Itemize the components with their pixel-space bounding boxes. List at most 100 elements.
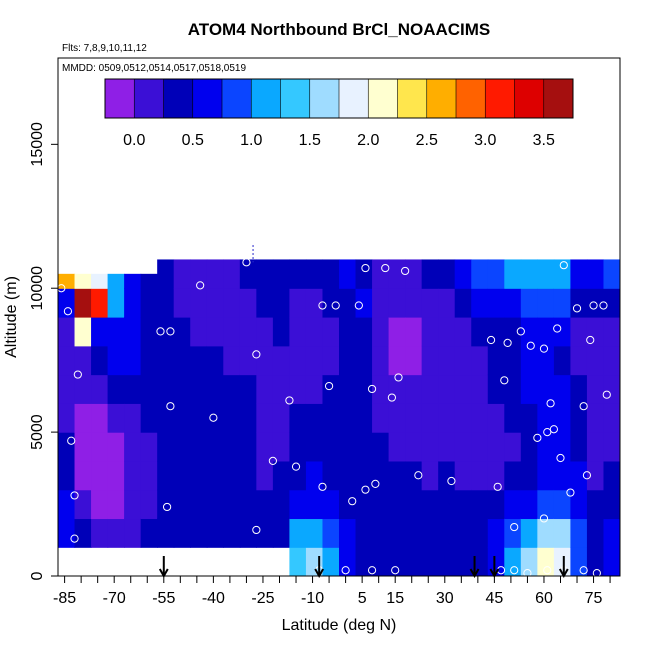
x-tick-label: 15 — [386, 590, 404, 607]
heatmap-cell — [570, 403, 588, 433]
heatmap-cell — [537, 460, 555, 491]
heatmap-cell — [570, 460, 588, 491]
heatmap-cell — [157, 403, 175, 433]
down-arrow-icon — [489, 556, 500, 579]
heatmap-cell — [239, 460, 257, 491]
heatmap-cell — [471, 489, 489, 520]
heatmap-cell — [140, 317, 158, 347]
heatmap-cell — [388, 489, 406, 520]
heatmap-cell — [107, 273, 125, 289]
heatmap-cell — [74, 432, 92, 462]
heatmap-cell — [405, 288, 423, 318]
heatmap-cell — [487, 317, 505, 347]
heatmap-cell — [190, 374, 208, 404]
heatmap-cell — [140, 374, 158, 404]
observation-point — [285, 396, 294, 405]
heatmap-cell — [487, 374, 505, 404]
heatmap-cell — [388, 518, 406, 548]
heatmap-cell — [454, 288, 472, 318]
heatmap-cell — [454, 345, 472, 376]
observation-point — [447, 476, 456, 486]
heatmap-cell — [586, 547, 605, 576]
heatmap-cell — [322, 547, 340, 576]
heatmap-cell — [239, 403, 257, 433]
heatmap-cell — [91, 288, 109, 318]
observation-point — [579, 566, 588, 575]
heatmap-cell — [620, 490, 637, 519]
colorbar-tick-label: 0.5 — [182, 132, 204, 149]
heatmap-cell — [438, 460, 456, 491]
heatmap-cell — [173, 259, 191, 289]
heatmap-cell — [74, 460, 92, 491]
heatmap-cell — [173, 317, 191, 347]
heatmap-cell — [586, 432, 605, 462]
colorbar-swatch — [368, 79, 398, 118]
heatmap-cell — [339, 345, 357, 376]
heatmap-cell — [520, 374, 538, 404]
observation-point — [143, 551, 152, 560]
observation-point — [381, 263, 390, 273]
observation-point — [546, 399, 555, 408]
heatmap-cell — [223, 317, 241, 347]
heatmap-cell — [603, 345, 620, 376]
heatmap-cell — [487, 259, 505, 289]
heatmap-cell — [355, 547, 373, 576]
heatmap-cell — [223, 345, 241, 376]
down-arrow-icon — [558, 556, 569, 579]
plot-frame — [57, 57, 621, 577]
heatmap-cell — [504, 489, 522, 520]
colorbar-swatch — [309, 79, 340, 118]
heatmap-cell — [388, 259, 406, 289]
heatmap-cell — [355, 432, 373, 462]
observation-point — [331, 301, 340, 310]
heatmap-cell — [91, 345, 109, 376]
heatmap-cell — [620, 346, 637, 375]
heatmap-cell — [586, 518, 605, 548]
heatmap-cell — [140, 273, 158, 289]
heatmap-cell — [190, 259, 208, 289]
heatmap-cell — [173, 432, 191, 462]
observation-point — [166, 327, 175, 336]
heatmap-cell — [239, 489, 257, 520]
heatmap-cell — [487, 432, 505, 462]
heatmap-cell — [289, 317, 307, 347]
heatmap-cell — [355, 317, 373, 347]
heatmap-cell — [272, 403, 291, 433]
observation-point — [67, 436, 76, 445]
x-tick-label: -70 — [103, 590, 126, 607]
heatmap-cell — [586, 460, 605, 491]
heatmap-cell — [339, 288, 357, 318]
heatmap-cell — [157, 288, 175, 318]
colorbar-swatch — [397, 79, 428, 118]
heatmap-cell — [471, 403, 489, 433]
heatmap-cell — [553, 489, 572, 520]
observation-point — [70, 491, 79, 500]
heatmap-cell — [124, 317, 142, 347]
heatmap-cell — [305, 489, 324, 520]
heatmap-cell — [586, 489, 605, 520]
heatmap-cell — [454, 374, 472, 404]
heatmap-cell — [157, 489, 175, 520]
heatmap-cell — [454, 547, 472, 576]
heatmap-cell — [173, 460, 191, 491]
observation-point — [500, 376, 509, 385]
heatmap-cell — [305, 374, 324, 404]
x-tick-label: -55 — [152, 590, 175, 607]
heatmap-cell — [289, 489, 307, 520]
heatmap-cell — [471, 518, 489, 548]
heatmap-cell — [322, 288, 340, 318]
heatmap-cell — [504, 518, 522, 548]
heatmap-cell — [570, 374, 588, 404]
heatmap-cell — [372, 432, 390, 462]
heatmap-cell — [603, 547, 620, 576]
heatmap-cell — [140, 518, 158, 548]
heatmap-cell — [520, 432, 538, 462]
observation-point — [367, 384, 377, 394]
y-axis-label: Altitude (m) — [3, 276, 20, 358]
observation-point — [516, 327, 525, 336]
x-tick-label: -25 — [251, 590, 274, 607]
heatmap-cell — [570, 317, 588, 347]
colorbar-tick-label: 2.5 — [416, 132, 438, 149]
heatmap-cell — [537, 518, 555, 548]
heatmap-cell — [206, 345, 224, 376]
